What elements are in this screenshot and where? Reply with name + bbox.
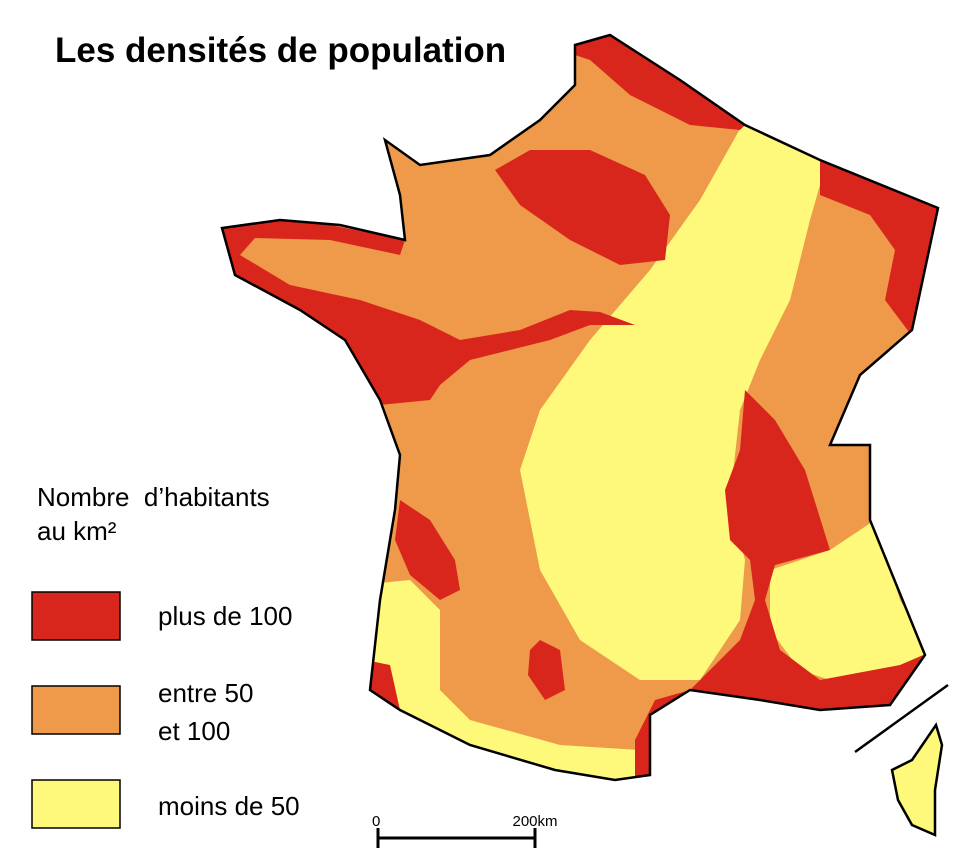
scale-bar: [376, 828, 537, 848]
inset-separator: [854, 683, 949, 754]
region-high: [560, 35, 760, 130]
region-high: [395, 500, 460, 600]
title: Les densités de population: [55, 31, 506, 70]
region-high: [635, 390, 935, 780]
legend-swatch: [31, 779, 121, 829]
region-low: [520, 120, 830, 680]
legend-label: et 100: [158, 716, 230, 746]
region-high: [820, 160, 938, 340]
scale-label: 200km: [512, 813, 557, 830]
scale-label: 0: [372, 813, 380, 830]
france-outline: [220, 33, 940, 782]
corsica: [890, 722, 944, 837]
legend-title: Nombre d’habitants: [37, 482, 270, 512]
legend-label: entre 50: [158, 678, 253, 708]
legend-label: plus de 100: [158, 601, 292, 631]
region-high: [495, 150, 670, 265]
legend-label: moins de 50: [158, 791, 300, 821]
legend-title: au km²: [37, 516, 117, 546]
region-high: [528, 640, 565, 700]
region-low: [770, 520, 935, 690]
legend-swatch: [31, 591, 121, 641]
legend-swatch: [31, 685, 121, 735]
